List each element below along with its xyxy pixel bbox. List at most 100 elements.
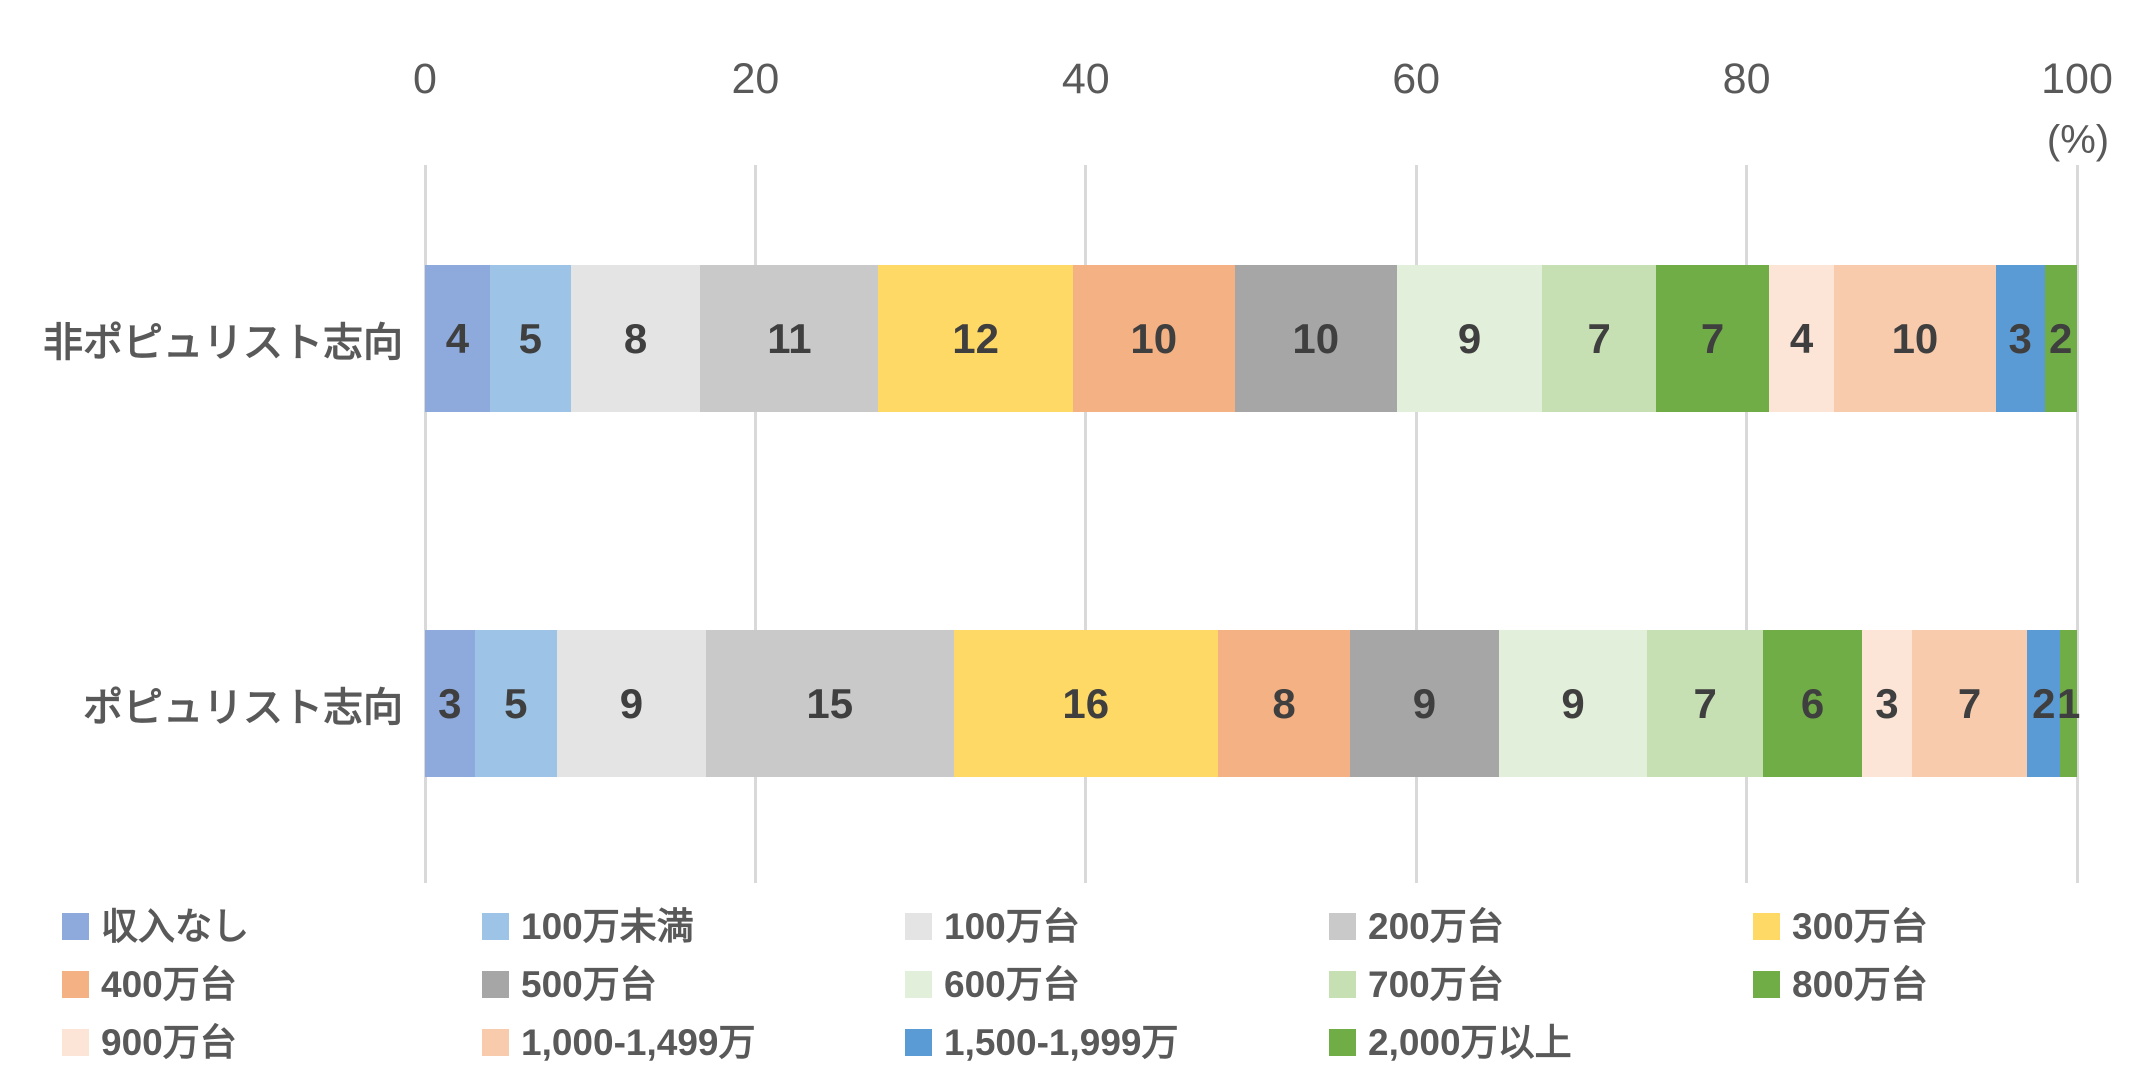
- legend-item: 100万未満: [482, 905, 694, 947]
- legend-swatch: [62, 912, 89, 940]
- legend-label: 800万台: [1792, 963, 1928, 1005]
- gridline: [2075, 165, 2079, 883]
- bar-segment: 3: [1862, 630, 1912, 777]
- data-label: 10: [1891, 314, 1939, 362]
- legend-item: 1,500-1,999万: [905, 1021, 1179, 1063]
- axis-unit-label: (%): [2046, 118, 2110, 162]
- legend-swatch: [1753, 970, 1780, 998]
- bar-segment: 5: [489, 265, 571, 412]
- bar-segment: 3: [425, 630, 475, 777]
- data-label: 5: [504, 679, 528, 727]
- gridline: [1745, 165, 1749, 883]
- bar-segment: 3: [1995, 265, 2045, 412]
- legend-item: 600万台: [905, 963, 1080, 1005]
- bar-segment: 8: [1217, 630, 1351, 777]
- legend-item: 収入なし: [62, 905, 249, 947]
- legend-item: 700万台: [1329, 963, 1504, 1005]
- data-label: 2: [2049, 314, 2073, 362]
- data-label: 8: [623, 314, 648, 362]
- data-label: 5: [518, 314, 542, 362]
- bar-segment: 4: [1769, 265, 1834, 412]
- x-axis-tick-label: 0: [413, 55, 437, 103]
- x-axis-tick-label: 60: [1392, 55, 1441, 103]
- bar-segment: 7: [1911, 630, 2028, 777]
- legend-item: 900万台: [62, 1021, 237, 1063]
- bar-row: 3 5 9 15 16 8 9 9 7 6 3 7 2 1: [425, 630, 2081, 777]
- legend-label: 200万台: [1368, 905, 1504, 947]
- data-label: 9: [619, 679, 644, 727]
- bar-segment: 9: [1498, 630, 1648, 777]
- legend-item: 200万台: [1329, 905, 1504, 947]
- data-label: 9: [1457, 314, 1482, 362]
- data-label: 8: [1272, 679, 1296, 727]
- legend-swatch: [1329, 1028, 1356, 1056]
- data-label: 11: [767, 314, 812, 362]
- bar-segment: 9: [557, 630, 706, 777]
- data-label: 1: [2056, 679, 2081, 727]
- legend-label: 900万台: [101, 1021, 237, 1063]
- legend-swatch: [1329, 970, 1356, 998]
- gridline: [423, 165, 427, 883]
- bar-segment: 7: [1647, 630, 1764, 777]
- bar-segment: 7: [1655, 265, 1770, 412]
- legend-item: 500万台: [482, 966, 657, 1003]
- data-label: 3: [438, 679, 462, 727]
- bar-segment: 12: [878, 265, 1073, 412]
- x-axis-tick-label: 100: [2041, 55, 2113, 103]
- legend-label: 400万台: [101, 963, 237, 1005]
- legend-swatch: [62, 970, 89, 998]
- data-label: 10: [1130, 314, 1178, 362]
- data-label: 4: [445, 314, 470, 362]
- bar-segment: 9: [1396, 265, 1543, 412]
- legend-label: 1,500-1,999万: [944, 1021, 1179, 1063]
- bar-segment: 7: [1542, 265, 1656, 412]
- data-label: 4: [1789, 314, 1814, 362]
- data-label: 15: [806, 679, 854, 727]
- data-label: 9: [1561, 679, 1585, 727]
- legend-item: 1,000-1,499万: [482, 1024, 756, 1061]
- x-axis-tick-label: 20: [731, 55, 780, 103]
- category-label: ポピュリスト志向: [83, 685, 403, 730]
- data-label: 7: [1957, 679, 1982, 727]
- bar-segment: 10: [1833, 265, 1996, 412]
- gridline: [753, 165, 757, 883]
- data-label: 9: [1412, 679, 1437, 727]
- gridline: [1084, 165, 1088, 883]
- bar-segment: 11: [700, 265, 879, 412]
- bar-segment: 4: [425, 265, 490, 412]
- legend-label: 600万台: [944, 963, 1080, 1005]
- x-axis-tick-label: 40: [1061, 55, 1110, 103]
- x-axis-tick-label: 80: [1722, 55, 1771, 103]
- legend-label: 300万台: [1792, 905, 1928, 947]
- legend-label: 100万未満: [521, 905, 694, 947]
- data-label: 2: [2032, 679, 2056, 727]
- legend-swatch: [482, 912, 509, 940]
- bar-segment: 10: [1234, 265, 1397, 412]
- legend-swatch: [482, 970, 509, 998]
- bar-segment: 8: [570, 265, 701, 412]
- legend-swatch: [1329, 912, 1356, 940]
- gridline: [1414, 165, 1418, 883]
- bar-segment: 6: [1763, 630, 1863, 777]
- data-label: 7: [1700, 314, 1725, 362]
- legend-swatch: [905, 970, 932, 998]
- data-label: 3: [2008, 314, 2032, 362]
- legend-swatch: [905, 912, 932, 940]
- data-label: 10: [1292, 314, 1340, 362]
- legend-item: 300万台: [1753, 905, 1928, 947]
- bar-segment: 10: [1072, 265, 1235, 412]
- legend-label: 700万台: [1368, 963, 1504, 1005]
- legend-label: 2,000万以上: [1368, 1021, 1572, 1063]
- legend-swatch: [482, 1028, 509, 1056]
- bar-segment: 16: [953, 630, 1218, 777]
- bar-segment: 2: [2027, 630, 2061, 777]
- legend-item: 100万台: [905, 905, 1080, 947]
- legend-swatch: [1753, 912, 1780, 940]
- data-label: 3: [1875, 679, 1899, 727]
- data-label: 16: [1062, 679, 1110, 727]
- bar-segment: 1: [2056, 630, 2081, 777]
- legend-label: 100万台: [944, 905, 1080, 947]
- bar-segment: 9: [1350, 630, 1499, 777]
- legend-label: 収入なし: [101, 905, 249, 947]
